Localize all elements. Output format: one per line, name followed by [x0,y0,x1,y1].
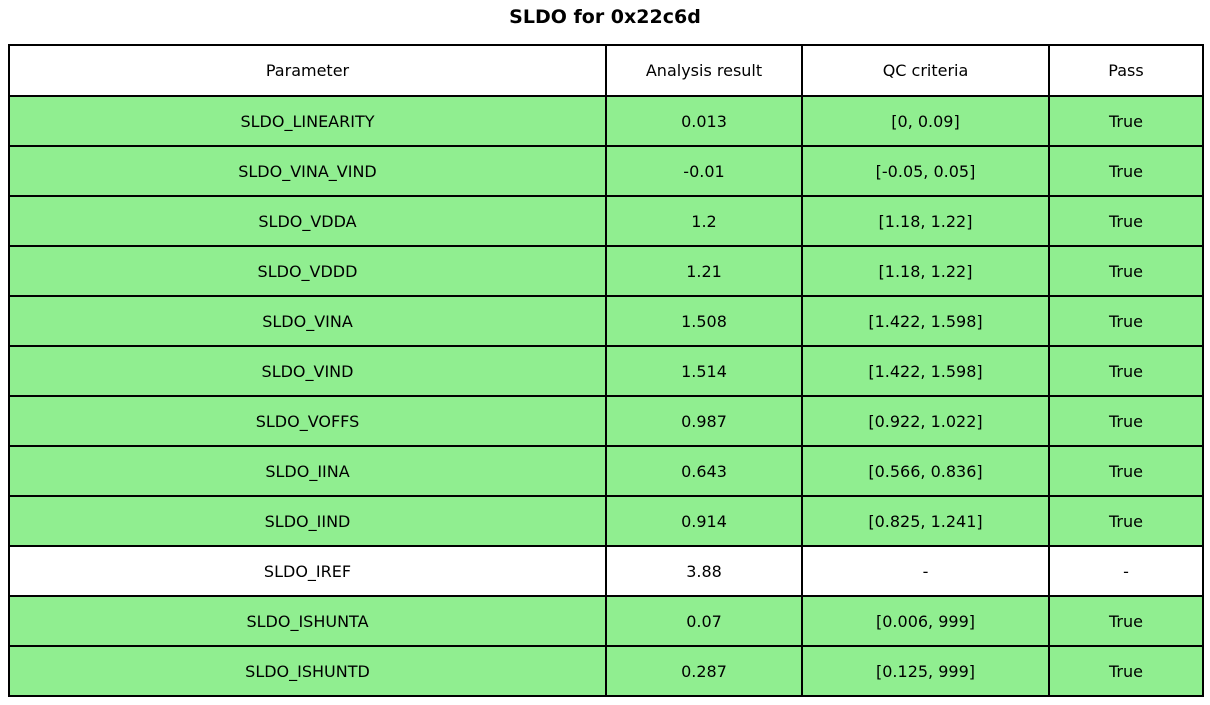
parameter-cell: SLDO_VINA_VIND [8,145,607,197]
qc-criteria-cell: [1.422, 1.598] [801,345,1050,397]
qc-results-table: Parameter Analysis result QC criteria Pass … [8,44,1204,697]
pass-cell: True [1048,445,1204,497]
qc-criteria-cell: [-0.05, 0.05] [801,145,1050,197]
qc-criteria-cell: [0.006, 999] [801,595,1050,647]
header-row: Parameter Analysis result QC criteria Pass [8,44,1204,97]
parameter-cell: SLDO_LINEARITY [8,95,607,147]
qc-criteria-cell: [0.825, 1.241] [801,495,1050,547]
qc-criteria-cell: - [801,545,1050,597]
qc-criteria-cell: [1.18, 1.22] [801,245,1050,297]
parameter-cell: SLDO_IIND [8,495,607,547]
analysis-result-cell: 1.2 [605,195,803,247]
column-header-pass: Pass [1048,44,1204,97]
pass-cell: True [1048,195,1204,247]
pass-cell: True [1048,295,1204,347]
analysis-result-cell: 0.643 [605,445,803,497]
parameter-cell: SLDO_VINA [8,295,607,347]
table-row: SLDO_VOFFS 0.987 [0.922, 1.022] True [8,395,1204,447]
parameter-cell: SLDO_IREF [8,545,607,597]
pass-cell: True [1048,595,1204,647]
table-row: SLDO_ISHUNTD 0.287 [0.125, 999] True [8,645,1204,697]
analysis-result-cell: 0.914 [605,495,803,547]
table-row: SLDO_IREF 3.88- - [8,545,1204,597]
table-row: SLDO_VDDD 1.21 [1.18, 1.22] True [8,245,1204,297]
parameter-cell: SLDO_VIND [8,345,607,397]
qc-criteria-cell: [0.125, 999] [801,645,1050,697]
parameter-cell: SLDO_ISHUNTA [8,595,607,647]
table-row: SLDO_VDDA 1.2 [1.18, 1.22] True [8,195,1204,247]
pass-cell: True [1048,645,1204,697]
table-row: SLDO_IIND 0.914 [0.825, 1.241] True [8,495,1204,547]
parameter-cell: SLDO_VDDA [8,195,607,247]
column-header-qc-criteria: QC criteria [801,44,1050,97]
analysis-result-cell: 3.88 [605,545,803,597]
figure-title: SLDO for 0x22c6d [509,6,701,28]
table-row: SLDO_LINEARITY 0.013 [0, 0.09] True [8,95,1204,147]
qc-criteria-cell: [1.422, 1.598] [801,295,1050,347]
table-header: Parameter Analysis result QC criteria Pass [8,44,1204,97]
analysis-result-cell: 1.21 [605,245,803,297]
analysis-result-cell: 1.508 [605,295,803,347]
analysis-result-cell: 0.287 [605,645,803,697]
pass-cell: True [1048,245,1204,297]
pass-cell: True [1048,95,1204,147]
parameter-cell: SLDO_VDDD [8,245,607,297]
qc-criteria-cell: [1.18, 1.22] [801,195,1050,247]
analysis-result-cell: -0.01 [605,145,803,197]
pass-cell: True [1048,345,1204,397]
table-body: SLDO_LINEARITY 0.013 [0, 0.09] True SLDO_VIN… [8,95,1204,697]
column-header-analysis-result: Analysis result [605,44,803,97]
pass-cell: True [1048,495,1204,547]
table-row: SLDO_IINA 0.643 [0.566, 0.836] True [8,445,1204,497]
table-row: SLDO_VINA_VIND -0.01 [-0.05, 0.05] True [8,145,1204,197]
analysis-result-cell: 0.987 [605,395,803,447]
qc-criteria-cell: [0.922, 1.022] [801,395,1050,447]
table-row: SLDO_VINA 1.508 [1.422, 1.598] True [8,295,1204,347]
analysis-result-cell: 1.514 [605,345,803,397]
qc-criteria-cell: [0, 0.09] [801,95,1050,147]
parameter-cell: SLDO_ISHUNTD [8,645,607,697]
analysis-result-cell: 0.07 [605,595,803,647]
table-row: SLDO_VIND 1.514 [1.422, 1.598] True [8,345,1204,397]
pass-cell: True [1048,145,1204,197]
qc-criteria-cell: [0.566, 0.836] [801,445,1050,497]
table-row: SLDO_ISHUNTA 0.07 [0.006, 999] True [8,595,1204,647]
analysis-result-cell: 0.013 [605,95,803,147]
parameter-cell: SLDO_VOFFS [8,395,607,447]
column-header-parameter: Parameter [8,44,607,97]
pass-cell: - [1048,545,1204,597]
parameter-cell: SLDO_IINA [8,445,607,497]
pass-cell: True [1048,395,1204,447]
